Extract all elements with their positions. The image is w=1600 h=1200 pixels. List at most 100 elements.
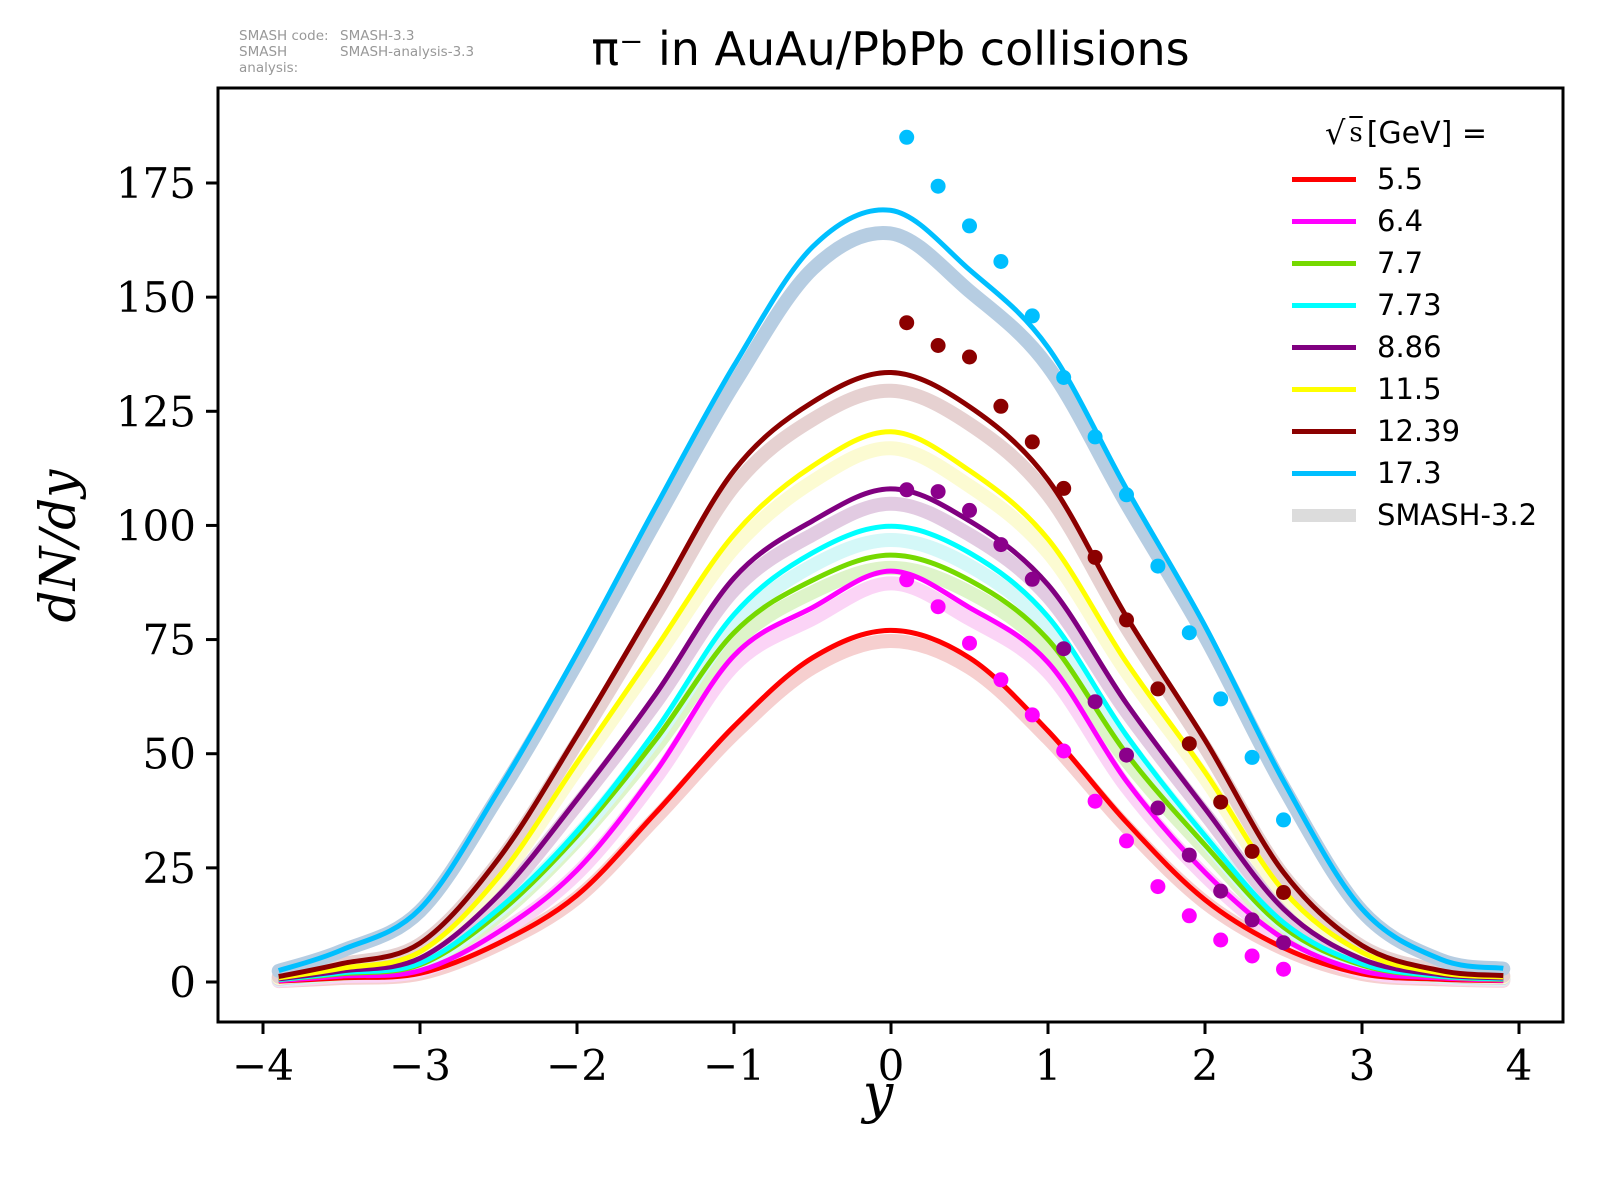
legend-entry-11.5: 11.5 [1266, 368, 1546, 410]
data-point-17.3 [1213, 691, 1229, 707]
data-point-17.3 [1276, 812, 1291, 828]
data-point-12.39 [962, 349, 977, 365]
data-point-12.39 [899, 315, 915, 331]
data-point-6.4 [1056, 743, 1072, 759]
x-tick-label: 1 [1035, 1041, 1062, 1090]
data-point-17.3 [1181, 625, 1197, 641]
data-point-8.86 [1150, 800, 1166, 816]
data-point-17.3 [1024, 308, 1040, 324]
legend-label: 12.39 [1377, 413, 1461, 448]
data-point-8.86 [993, 537, 1009, 553]
y-tick-label: 0 [169, 958, 196, 1007]
data-point-6.4 [1150, 879, 1166, 895]
legend-label: 7.73 [1377, 287, 1442, 322]
smash-watermark: SMASH code: SMASH-3.3 SMASH analysis: SM… [239, 28, 474, 76]
curve-7.7 [278, 552, 1504, 983]
legend-label: 6.4 [1377, 203, 1424, 238]
legend-swatch [1292, 218, 1356, 224]
data-point-6.4 [993, 672, 1009, 688]
watermark-label: SMASH code: [239, 28, 329, 44]
data-point-8.86 [899, 482, 915, 498]
data-point-8.86 [1276, 935, 1291, 951]
y-tick-label: 25 [143, 844, 196, 893]
data-point-6.4 [1244, 948, 1260, 964]
legend-swatch [1292, 386, 1356, 392]
legend-swatch [1292, 508, 1356, 522]
data-point-8.86 [1181, 847, 1197, 863]
y-axis-label: dN/dy [29, 469, 87, 623]
data-point-8.86 [1024, 571, 1040, 587]
curve-12.39 [278, 369, 1504, 979]
data-point-8.86 [1119, 747, 1134, 763]
watermark-value: SMASH-3.3 [340, 28, 415, 44]
legend-swatch [1292, 176, 1356, 182]
data-point-8.86 [1244, 912, 1260, 928]
legend-swatch [1292, 302, 1356, 308]
data-point-8.86 [930, 484, 946, 500]
data-point-17.3 [1119, 487, 1134, 503]
x-tick-label: −2 [546, 1041, 608, 1090]
legend-label: 7.7 [1377, 245, 1424, 280]
x-tick-label: 0 [878, 1041, 905, 1090]
data-point-12.39 [1276, 885, 1291, 900]
watermark-value: SMASH-analysis-3.3 [340, 44, 475, 60]
data-point-12.39 [1150, 681, 1166, 697]
data-point-12.39 [1119, 612, 1134, 628]
data-point-17.3 [1150, 558, 1166, 574]
legend-label: 5.5 [1377, 161, 1424, 196]
data-point-17.3 [993, 254, 1009, 269]
x-tick-label: 4 [1506, 1041, 1533, 1090]
data-point-8.86 [962, 502, 977, 518]
legend-entry-5.5: 5.5 [1266, 158, 1546, 200]
sqrt-symbol: √ [1324, 114, 1346, 152]
legend: √ s [GeV] = 5.5 6.4 7.7 7.73 8.86 11.5 12.39 17.… [1266, 108, 1546, 536]
data-point-12.39 [993, 398, 1009, 414]
legend-entry-7.73: 7.73 [1266, 284, 1546, 326]
x-tick-label: −4 [232, 1041, 294, 1090]
x-tick-label: 2 [1192, 1041, 1219, 1090]
legend-swatch [1292, 470, 1356, 476]
data-point-17.3 [1056, 370, 1072, 385]
data-point-17.3 [962, 218, 977, 234]
data-point-8.86 [1087, 694, 1103, 710]
watermark-label: SMASH analysis: [239, 44, 299, 76]
data-point-12.39 [1181, 736, 1197, 752]
x-tick-label: −3 [389, 1041, 451, 1090]
legend-swatch [1292, 428, 1356, 434]
x-tick-label: −1 [703, 1041, 765, 1090]
data-point-6.4 [1181, 908, 1197, 924]
legend-entry-8.86: 8.86 [1266, 326, 1546, 368]
legend-entry-12.39: 12.39 [1266, 410, 1546, 452]
y-tick-label: 150 [116, 273, 196, 322]
legend-entry-6.4: 6.4 [1266, 200, 1546, 242]
data-point-6.4 [930, 599, 946, 615]
data-point-12.39 [1056, 480, 1072, 496]
legend-swatch [1292, 344, 1356, 350]
data-point-17.3 [899, 129, 915, 145]
y-tick-label: 75 [143, 616, 196, 665]
y-tick-label: 50 [143, 730, 196, 779]
data-point-12.39 [1087, 549, 1103, 565]
data-point-6.4 [1213, 932, 1229, 948]
data-point-12.39 [930, 338, 946, 353]
data-point-6.4 [962, 635, 977, 651]
legend-swatch [1292, 260, 1356, 266]
data-point-17.3 [930, 178, 946, 194]
legend-label: 11.5 [1377, 371, 1442, 406]
curve-7.73 [278, 523, 1504, 983]
y-tick-label: 175 [116, 159, 196, 208]
data-point-12.39 [1024, 434, 1040, 450]
data-point-12.39 [1213, 794, 1229, 810]
y-tick-label: 100 [116, 501, 196, 550]
data-point-8.86 [1056, 641, 1072, 657]
data-point-17.3 [1244, 749, 1260, 765]
legend-label: 8.86 [1377, 329, 1442, 364]
data-point-6.4 [1087, 793, 1103, 809]
chart-title: π⁻ in AuAu/PbPb collisions [591, 22, 1190, 76]
data-point-12.39 [1244, 843, 1260, 859]
legend-label: SMASH-3.2 [1377, 497, 1538, 532]
x-tick-label: 3 [1349, 1041, 1376, 1090]
legend-entry-7.7: 7.7 [1266, 242, 1546, 284]
band-17.3 [271, 225, 1511, 978]
